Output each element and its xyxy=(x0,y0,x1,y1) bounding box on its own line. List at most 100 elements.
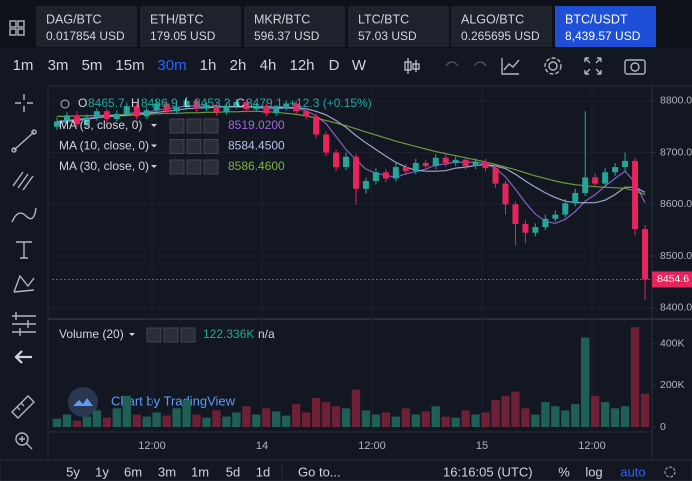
candle-body xyxy=(532,227,539,233)
tab[interactable] xyxy=(555,6,656,47)
ohlc-label: L xyxy=(184,96,191,110)
timeframe-button[interactable]: D xyxy=(329,57,340,74)
tab[interactable] xyxy=(244,6,345,47)
range-button[interactable]: 1y xyxy=(95,464,109,479)
timeframe-button[interactable]: 15m xyxy=(115,57,144,74)
candle-body xyxy=(552,214,559,219)
candle-body xyxy=(622,160,629,168)
candle-body xyxy=(612,167,619,173)
candle-body xyxy=(223,106,230,113)
timeframe-button[interactable]: 12h xyxy=(289,57,314,74)
volume-extra: n/a xyxy=(258,327,275,341)
timeframe-button[interactable]: 1h xyxy=(200,57,217,74)
candle-body xyxy=(592,177,599,184)
range-button[interactable]: 5d xyxy=(226,464,240,479)
settings-button[interactable] xyxy=(664,466,676,478)
tab-price: 57.03 USD xyxy=(358,29,417,43)
candle-body xyxy=(572,192,579,204)
tab-price: 0.265695 USD xyxy=(461,29,540,43)
candle-body xyxy=(372,172,379,182)
x-tick-label: 12:00 xyxy=(578,440,606,452)
visibility-icon[interactable] xyxy=(60,99,70,109)
y-tick-label: 8400.0 xyxy=(660,301,692,313)
candle-body xyxy=(233,101,240,107)
candle-body xyxy=(153,103,160,111)
volume-bar xyxy=(371,414,381,427)
volume-label: Volume (20) xyxy=(59,327,124,341)
ohlc-label: O xyxy=(78,96,87,110)
indicator-control[interactable] xyxy=(203,118,219,134)
volume-bar xyxy=(331,406,341,427)
scale-option[interactable]: auto xyxy=(620,464,645,479)
timeframe-button[interactable]: 4h xyxy=(260,57,277,74)
volume-bar xyxy=(461,410,470,427)
indicator-control[interactable] xyxy=(186,139,202,154)
volume-bar xyxy=(122,395,131,427)
volume-bar xyxy=(421,411,430,427)
drawing-tools[interactable] xyxy=(11,94,37,450)
indicator-control[interactable] xyxy=(169,118,185,134)
x-tick-label: 15 xyxy=(476,440,488,452)
tab[interactable] xyxy=(451,6,552,47)
tab[interactable] xyxy=(36,6,137,47)
toolbar-icons[interactable] xyxy=(404,57,646,75)
range-button[interactable]: 3m xyxy=(158,464,176,479)
volume-bar xyxy=(232,412,241,427)
ohlc-label: C xyxy=(236,96,245,110)
timeframe-button[interactable]: 3m xyxy=(48,57,69,74)
volume-tick-label: 0 xyxy=(660,421,666,433)
volume-bar xyxy=(531,414,540,427)
range-button[interactable]: 1d xyxy=(256,464,270,479)
indicator-control[interactable] xyxy=(203,139,219,154)
timeframe-button[interactable]: 1m xyxy=(13,57,34,74)
timeframe-button[interactable]: 5m xyxy=(82,57,103,74)
candle-body xyxy=(432,157,439,167)
candle-body xyxy=(143,110,150,117)
volume-bar xyxy=(341,408,351,427)
layout-icon[interactable] xyxy=(9,20,25,36)
tab-symbol: LTC/BTC xyxy=(358,12,409,26)
candle-body xyxy=(352,156,359,189)
range-button[interactable]: 5y xyxy=(66,464,80,479)
candle-body xyxy=(193,100,200,109)
volume-bar xyxy=(192,414,201,427)
indicator-control[interactable] xyxy=(186,118,202,134)
indicator-control[interactable] xyxy=(163,327,179,343)
y-tick-label: 8500.0 xyxy=(660,250,692,262)
tab[interactable] xyxy=(140,6,241,47)
candle-body xyxy=(512,204,519,224)
indicator-control[interactable] xyxy=(169,139,185,154)
indicator-control[interactable] xyxy=(180,327,196,343)
ma-line xyxy=(57,110,646,196)
x-tick-label: 12:00 xyxy=(138,440,166,452)
candle-body xyxy=(113,113,120,120)
range-button[interactable]: 1m xyxy=(191,464,209,479)
tab-price: 179.05 USD xyxy=(150,29,216,43)
x-tick-label: 12:00 xyxy=(358,440,386,452)
goto-button[interactable]: Go to... xyxy=(298,464,341,479)
volume-bar xyxy=(401,408,411,427)
volume-bar xyxy=(252,414,261,427)
change-value: +12.3 (+0.15%) xyxy=(289,96,372,110)
scale-option[interactable]: log xyxy=(585,464,602,479)
indicator-control[interactable] xyxy=(203,159,219,175)
indicator-control[interactable] xyxy=(146,327,162,343)
ohlc-value: 8465.7 xyxy=(88,96,125,110)
timeframe-button[interactable]: W xyxy=(352,57,367,74)
volume-bar xyxy=(501,395,510,427)
volume-value: 122.336K xyxy=(203,327,254,341)
volume-bar xyxy=(590,395,600,427)
tab[interactable] xyxy=(348,6,449,47)
indicator-control[interactable] xyxy=(186,159,202,175)
volume-bar xyxy=(311,397,321,427)
volume-bar xyxy=(391,416,401,427)
scale-option[interactable]: % xyxy=(558,464,570,479)
volume-bar xyxy=(212,410,221,427)
indicator-control[interactable] xyxy=(169,159,185,175)
volume-bar xyxy=(541,402,550,427)
candle-body xyxy=(53,121,60,127)
range-button[interactable]: 6m xyxy=(124,464,142,479)
timeframe-button[interactable]: 30m xyxy=(157,57,186,74)
timeframe-button[interactable]: 2h xyxy=(230,57,247,74)
